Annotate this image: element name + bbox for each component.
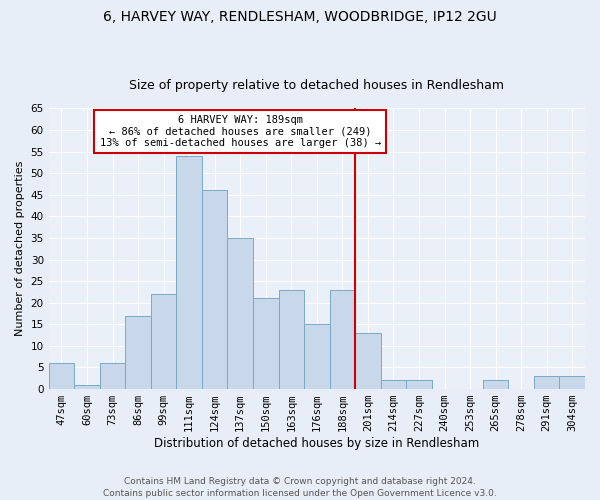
Bar: [559, 376, 585, 389]
Bar: [49, 363, 74, 389]
Bar: [534, 376, 559, 389]
Bar: [253, 298, 278, 389]
X-axis label: Distribution of detached houses by size in Rendlesham: Distribution of detached houses by size …: [154, 437, 479, 450]
Text: Contains HM Land Registry data © Crown copyright and database right 2024.
Contai: Contains HM Land Registry data © Crown c…: [103, 476, 497, 498]
Title: Size of property relative to detached houses in Rendlesham: Size of property relative to detached ho…: [130, 79, 505, 92]
Bar: [278, 290, 304, 389]
Y-axis label: Number of detached properties: Number of detached properties: [15, 161, 25, 336]
Bar: [125, 316, 151, 389]
Bar: [151, 294, 176, 389]
Bar: [304, 324, 329, 389]
Text: 6 HARVEY WAY: 189sqm
← 86% of detached houses are smaller (249)
13% of semi-deta: 6 HARVEY WAY: 189sqm ← 86% of detached h…: [100, 115, 381, 148]
Bar: [329, 290, 355, 389]
Bar: [355, 333, 380, 389]
Bar: [483, 380, 508, 389]
Bar: [74, 385, 100, 389]
Text: 6, HARVEY WAY, RENDLESHAM, WOODBRIDGE, IP12 2GU: 6, HARVEY WAY, RENDLESHAM, WOODBRIDGE, I…: [103, 10, 497, 24]
Bar: [227, 238, 253, 389]
Bar: [100, 363, 125, 389]
Bar: [176, 156, 202, 389]
Bar: [202, 190, 227, 389]
Bar: [406, 380, 432, 389]
Bar: [380, 380, 406, 389]
